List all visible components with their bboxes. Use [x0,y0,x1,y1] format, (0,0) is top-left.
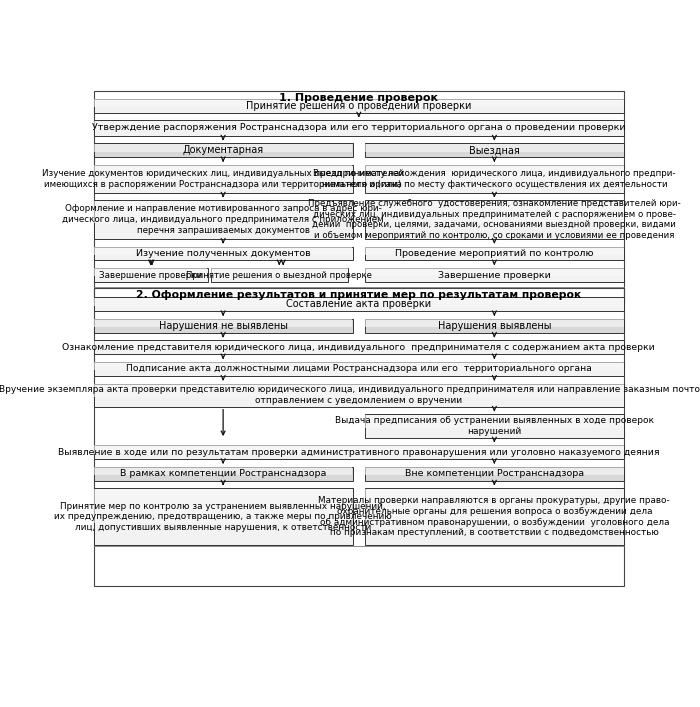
Bar [94,384,624,407]
Bar [94,200,353,239]
Text: 1. Проведение проверок: 1. Проведение проверок [279,93,438,103]
Text: Предъявление служебного  удостоверения, ознакомление представителей юри-
дически: Предъявление служебного удостоверения, о… [308,199,680,240]
Bar [94,247,352,255]
Bar [365,144,624,157]
Bar [94,298,624,311]
Bar [94,445,624,459]
Bar [365,247,624,260]
Bar [94,120,624,129]
Text: Нарушения выявлены: Нарушения выявлены [438,321,551,331]
Bar [94,288,624,586]
Bar [94,144,353,157]
Bar [365,269,624,276]
Bar [94,341,624,354]
Bar [365,467,624,481]
Bar [94,467,353,481]
Bar [365,144,624,152]
Text: Оформление и направление мотивированного запроса в адрес юри-
дического лица, ин: Оформление и направление мотивированного… [62,204,384,235]
Text: Принятие мер по контролю за устранением выявленных нарушений,
их предупреждению,: Принятие мер по контролю за устранением … [55,501,392,532]
Text: Завершение проверки: Завершение проверки [99,271,202,279]
Bar [94,120,624,136]
Bar [94,384,624,397]
Text: Вне компетенции Ространснадзора: Вне компетенции Ространснадзора [405,469,584,478]
Text: Выездная: Выездная [469,146,519,156]
Bar [94,489,352,522]
Text: Завершение проверки: Завершение проверки [438,271,551,279]
Text: Принятие решения о выездной проверке: Принятие решения о выездной проверке [186,271,372,279]
Bar [94,99,624,112]
Bar [94,165,353,192]
Text: 2. Оформление результатов и принятие мер по результатам проверок: 2. Оформление результатов и принятие мер… [136,290,582,300]
Bar [211,268,348,282]
Bar [365,489,624,522]
Text: Документарная: Документарная [183,145,264,156]
Text: Вручение экземпляра акта проверки представителю юридического лица, индивидуально: Вручение экземпляра акта проверки предст… [0,385,700,405]
Bar [94,247,353,260]
Bar [365,247,624,255]
Bar [94,362,624,376]
Bar [365,319,624,333]
Bar [211,269,348,276]
Bar [94,445,624,453]
Bar [94,341,624,349]
Text: Проведение мероприятий по контролю: Проведение мероприятий по контролю [395,249,594,258]
Bar [94,99,624,107]
Bar [365,165,624,182]
Text: Выявление в ходе или по результатам проверки административного правонарушения ил: Выявление в ходе или по результатам пров… [58,448,659,457]
Bar [365,489,624,545]
Text: Составление акта проверки: Составление акта проверки [286,299,431,309]
Text: Нарушения не выявлены: Нарушения не выявлены [159,321,288,331]
Text: Изучение полученных документов: Изучение полученных документов [136,249,311,258]
Bar [94,165,352,182]
Bar [94,269,207,276]
Bar [365,165,624,192]
Text: Утверждение распоряжения Ространснадзора или его территориального органа о прове: Утверждение распоряжения Ространснадзора… [92,124,626,132]
Bar [365,415,624,428]
Bar [94,268,208,282]
Bar [94,298,624,305]
Text: Материалы проверки направляются в органы прокуратуры, другие право-
охранительны: Материалы проверки направляются в органы… [318,496,671,537]
Bar [94,362,624,370]
Bar [94,467,352,475]
Bar [94,489,353,545]
Bar [94,319,352,327]
Bar [94,201,352,223]
Text: Подписание акта должностными лицами Ространснадзора или его  территориального ор: Подписание акта должностными лицами Рост… [126,365,592,373]
Text: В рамках компетенции Ространснадзора: В рамках компетенции Ространснадзора [120,469,326,478]
Text: Изучение документов юридических лиц, индивидуальных предпринимателей
имеющихся в: Изучение документов юридических лиц, инд… [42,169,404,189]
Bar [365,201,624,223]
Bar [365,467,624,475]
Text: Выезд по месту нахождения  юридического лица, индивидуального предпри-
нимателя : Выезд по месту нахождения юридического л… [313,169,676,189]
Text: Выдача предписания об устранении выявленных в ходе проверок
нарушений: Выдача предписания об устранении выявлен… [335,416,654,436]
Bar [365,319,624,327]
Text: Ознакомление представителя юридического лица, индивидуального  предпринимателя с: Ознакомление представителя юридического … [62,343,655,352]
Bar [94,319,353,333]
Bar [365,268,624,282]
Bar [94,91,624,300]
Text: Принятие решения о проведении проверки: Принятие решения о проведении проверки [246,100,471,110]
Bar [94,144,352,152]
Bar [365,414,624,438]
Bar [365,200,624,239]
